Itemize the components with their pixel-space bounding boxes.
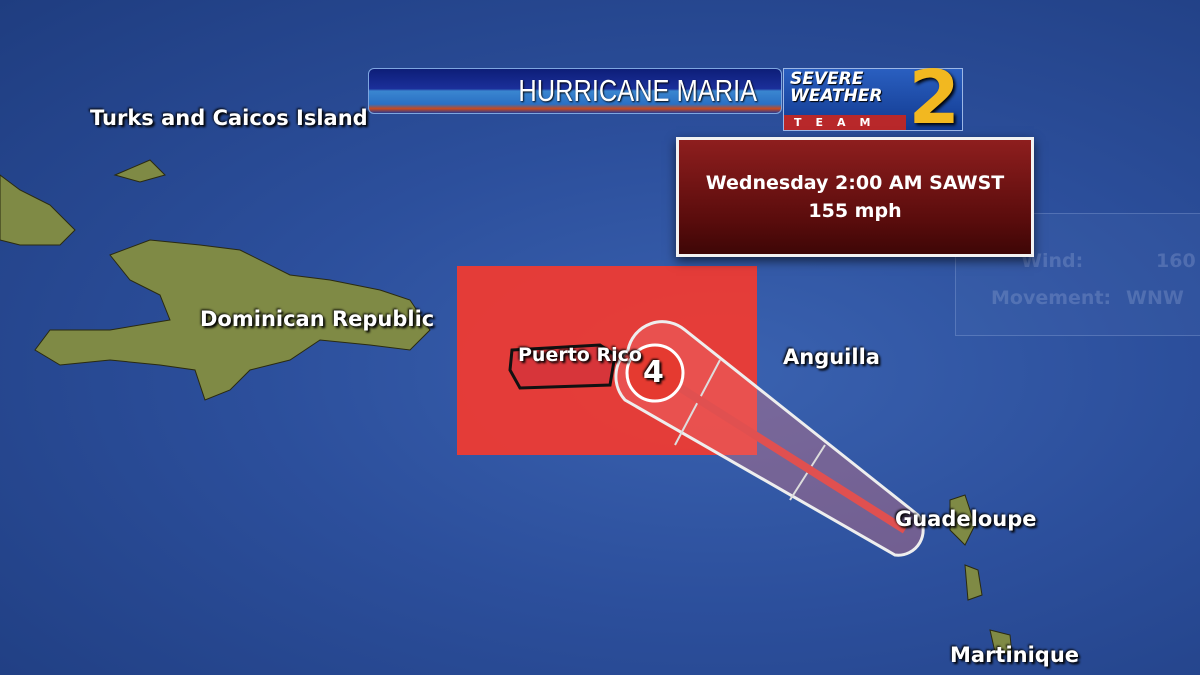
label-anguilla: Anguilla	[783, 345, 880, 369]
dominica-land	[964, 564, 983, 601]
martinique-land	[989, 629, 1013, 656]
label-guadeloupe: Guadeloupe	[895, 507, 1037, 531]
label-puerto-rico: Puerto Rico	[518, 344, 642, 366]
forecast-track	[657, 371, 908, 534]
label-dominican-republic: Dominican Republic	[200, 307, 435, 331]
page-title: HURRICANE MARIA	[518, 73, 757, 108]
guadeloupe-land	[949, 494, 976, 546]
logo-number: 2	[908, 55, 961, 141]
label-martinique: Martinique	[950, 643, 1080, 667]
station-logo: SEVERE WEATHER TEAM 2	[783, 61, 963, 135]
forecast-wind: 155 mph	[808, 200, 902, 222]
forecast-info-box: Wednesday 2:00 AM SAWST 155 mph	[676, 137, 1034, 257]
logo-team: TEAM	[784, 115, 906, 130]
hurricane-symbol-icon	[625, 343, 685, 403]
hurricane-category: 4	[643, 355, 664, 390]
ghost-movement-value: WNW	[1126, 287, 1184, 309]
turks-islands	[113, 159, 166, 183]
puerto-rico-land	[508, 343, 617, 390]
ghost-wind-value: 160	[1156, 250, 1196, 272]
title-bar: HURRICANE MARIA	[368, 68, 782, 114]
cuba-land	[0, 174, 76, 246]
forecast-time: Wednesday 2:00 AM SAWST	[705, 172, 1005, 194]
hispaniola-land	[34, 239, 431, 401]
ghost-movement-label: Movement:	[991, 287, 1112, 309]
logo-text: SEVERE WEATHER	[790, 69, 883, 106]
ghost-wind-label: Wind:	[1021, 250, 1084, 272]
label-turks-caicos: Turks and Caicos Island	[90, 106, 368, 130]
